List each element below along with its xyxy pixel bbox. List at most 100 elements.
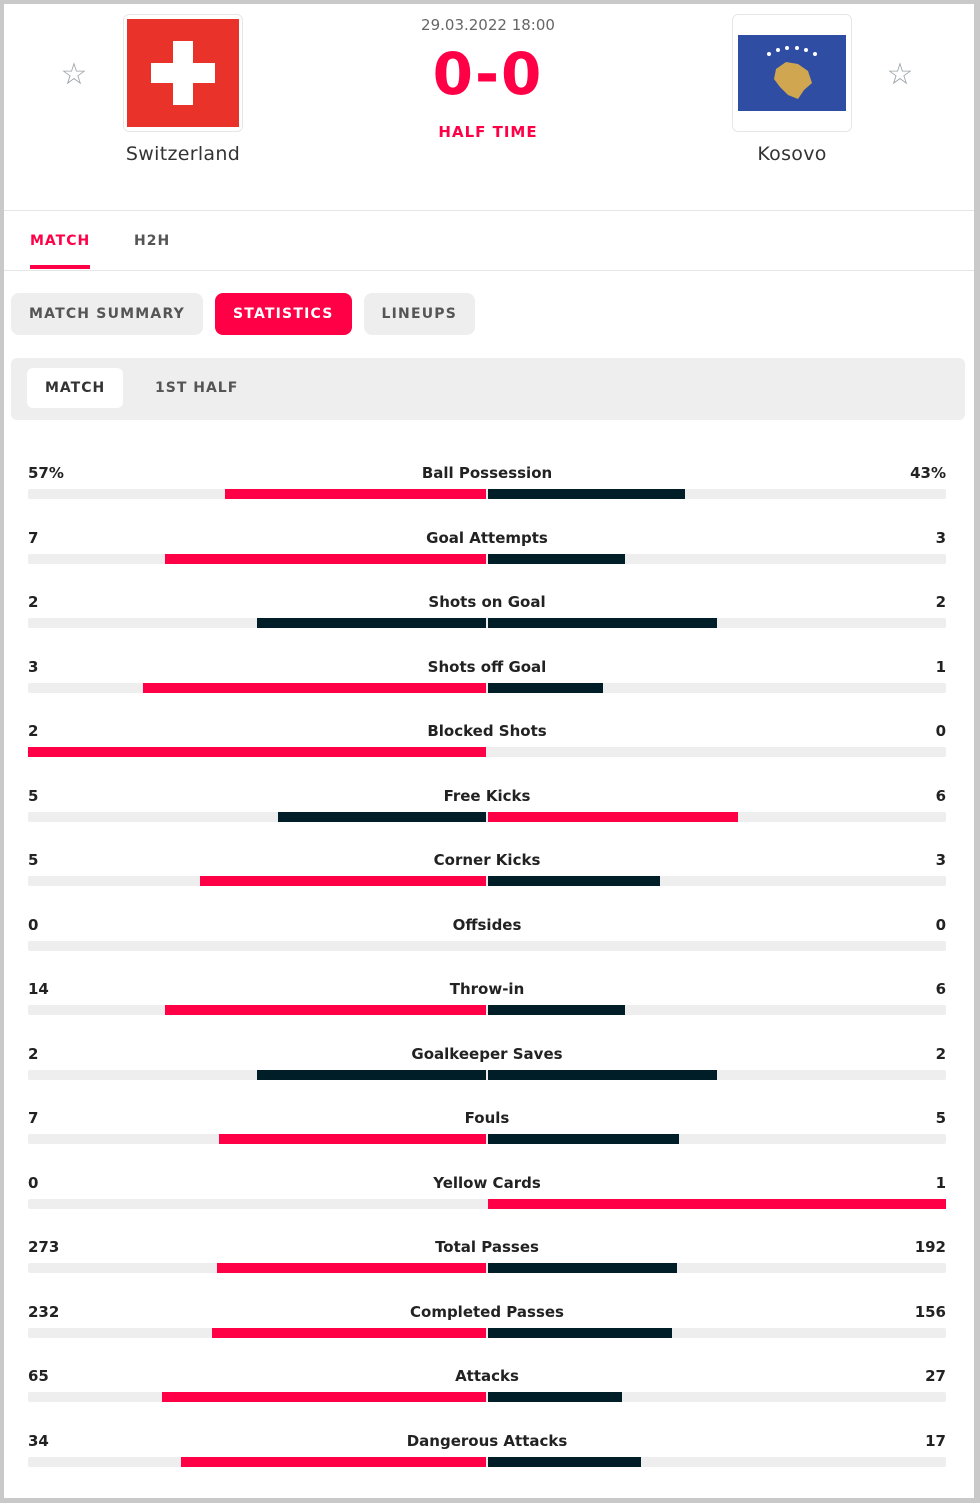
home-team-logo[interactable] xyxy=(123,14,243,132)
stat-home-bar xyxy=(165,553,486,564)
stat-row: 5 Corner Kicks 3 xyxy=(28,846,946,911)
home-team-name[interactable]: Switzerland xyxy=(125,143,241,165)
stat-away-value: 3 xyxy=(935,528,946,547)
stat-row: 7 Fouls 5 xyxy=(28,1104,946,1169)
stat-row: 0 Yellow Cards 1 xyxy=(28,1169,946,1234)
stat-row: 57% Ball Possession 43% xyxy=(28,459,946,524)
stat-category: Dangerous Attacks xyxy=(406,1431,568,1450)
stat-row: 273 Total Passes 192 xyxy=(28,1233,946,1298)
stat-away-value: 5 xyxy=(935,1109,946,1127)
stat-away-bar xyxy=(488,876,660,886)
stat-away-bar xyxy=(488,1456,641,1467)
tab-h2h[interactable]: H2H xyxy=(134,233,171,249)
stat-bar-track xyxy=(28,1005,946,1015)
stat-home-value: 273 xyxy=(28,1238,60,1256)
stat-home-value: 232 xyxy=(28,1302,60,1321)
favorite-home-star-icon[interactable]: ☆ xyxy=(60,57,88,92)
away-team-logo[interactable] xyxy=(732,14,852,132)
stat-category: Offsides xyxy=(452,915,522,934)
subtab-1st-half[interactable]: 1ST HALF xyxy=(155,380,239,396)
stat-bar-track xyxy=(28,553,946,564)
stat-home-bar xyxy=(224,489,486,499)
stat-away-value: 0 xyxy=(935,722,946,740)
stat-row: 0 Offsides 0 xyxy=(28,911,946,976)
stat-row: 5 Free Kicks 6 xyxy=(28,782,946,847)
stat-away-bar xyxy=(488,1198,946,1209)
stat-row: 34 Dangerous Attacks 17 xyxy=(28,1427,946,1492)
stat-bar-track xyxy=(28,940,946,951)
stat-row: 14 Throw-in 6 xyxy=(28,975,946,1040)
home-team: Switzerland xyxy=(103,14,263,165)
stat-category: Shots on Goal xyxy=(428,593,546,611)
stat-away-bar xyxy=(488,811,738,822)
stat-home-value: 2 xyxy=(28,593,39,611)
stat-home-value: 7 xyxy=(28,1109,39,1127)
match-datetime: 29.03.2022 18:00 xyxy=(421,16,555,34)
stat-home-value: 57% xyxy=(28,464,64,482)
stat-away-value: 17 xyxy=(925,1431,946,1450)
period-subtabs: MATCH 1ST HALF xyxy=(11,358,965,420)
pill-lineups[interactable]: LINEUPS xyxy=(363,293,476,335)
stat-home-bar xyxy=(212,1327,486,1338)
stat-away-value: 3 xyxy=(935,851,946,869)
favorite-away-star-icon[interactable]: ☆ xyxy=(886,57,914,92)
stat-home-value: 65 xyxy=(28,1367,49,1385)
stat-bar-track xyxy=(28,1134,946,1144)
stat-bar-track xyxy=(28,1456,946,1467)
stat-home-bar xyxy=(257,1069,486,1080)
stat-row: 7 Goal Attempts 3 xyxy=(28,524,946,589)
stat-row: 65 Attacks 27 xyxy=(28,1362,946,1427)
main-tabs: MATCH H2H xyxy=(4,211,974,271)
stat-row: 2 Blocked Shots 0 xyxy=(28,717,946,782)
stat-bar-track xyxy=(28,1263,946,1273)
stat-home-value: 2 xyxy=(28,722,39,740)
stat-away-value: 2 xyxy=(935,593,946,611)
stat-category: Corner Kicks xyxy=(433,851,541,869)
stat-away-bar xyxy=(488,1069,717,1080)
stat-away-bar xyxy=(488,682,603,693)
stat-home-bar xyxy=(199,876,486,886)
stat-category: Free Kicks xyxy=(443,786,531,805)
stat-home-bar xyxy=(28,747,486,757)
stat-away-value: 6 xyxy=(935,786,946,805)
stat-away-bar xyxy=(488,1263,678,1273)
tab-match[interactable]: MATCH xyxy=(30,233,91,269)
stat-home-value: 7 xyxy=(28,528,39,547)
stat-home-value: 3 xyxy=(28,657,39,676)
pill-statistics[interactable]: STATISTICS xyxy=(215,293,352,335)
stat-bar-track xyxy=(28,1392,946,1402)
subtab-match[interactable]: MATCH xyxy=(27,368,124,408)
stat-away-bar xyxy=(488,489,685,499)
stat-category: Completed Passes xyxy=(410,1302,564,1321)
stat-bar-track xyxy=(28,1069,946,1080)
stat-row: 2 Goalkeeper Saves 2 xyxy=(28,1040,946,1105)
score-panel: 29.03.2022 18:00 0-0 HALF TIME xyxy=(388,16,588,141)
stat-home-bar xyxy=(218,1134,486,1144)
stat-bar-track xyxy=(28,1327,946,1338)
stat-bar-track xyxy=(28,811,946,822)
statistics-list: 57% Ball Possession 43% 7 Goal Attempts 3 2 Sho… xyxy=(28,459,946,1491)
stat-home-bar xyxy=(257,618,486,628)
section-pills: MATCH SUMMARY STATISTICS LINEUPS xyxy=(11,293,476,335)
match-score: 0-0 xyxy=(432,40,544,108)
stat-home-bar xyxy=(165,1005,486,1015)
away-team: Kosovo xyxy=(712,14,872,165)
stat-row: 232 Completed Passes 156 xyxy=(28,1298,946,1363)
stat-home-value: 34 xyxy=(28,1431,49,1450)
stat-away-value: 27 xyxy=(925,1367,946,1385)
stat-row: 2 Shots on Goal 2 xyxy=(28,588,946,653)
pill-match-summary[interactable]: MATCH SUMMARY xyxy=(11,293,203,335)
stat-category: Yellow Cards xyxy=(433,1173,541,1192)
stat-home-bar xyxy=(142,682,486,693)
swiss-flag-icon xyxy=(127,19,239,127)
stat-category: Blocked Shots xyxy=(427,722,547,740)
stat-category: Ball Possession xyxy=(421,464,553,482)
match-status: HALF TIME xyxy=(438,123,538,141)
stat-home-value: 0 xyxy=(28,1173,39,1192)
stat-category: Throw-in xyxy=(449,980,525,998)
stat-home-value: 5 xyxy=(28,851,39,869)
stat-away-value: 1 xyxy=(935,1173,946,1192)
away-team-name[interactable]: Kosovo xyxy=(757,143,827,165)
stat-home-value: 2 xyxy=(28,1044,39,1063)
stat-away-value: 156 xyxy=(914,1302,946,1321)
